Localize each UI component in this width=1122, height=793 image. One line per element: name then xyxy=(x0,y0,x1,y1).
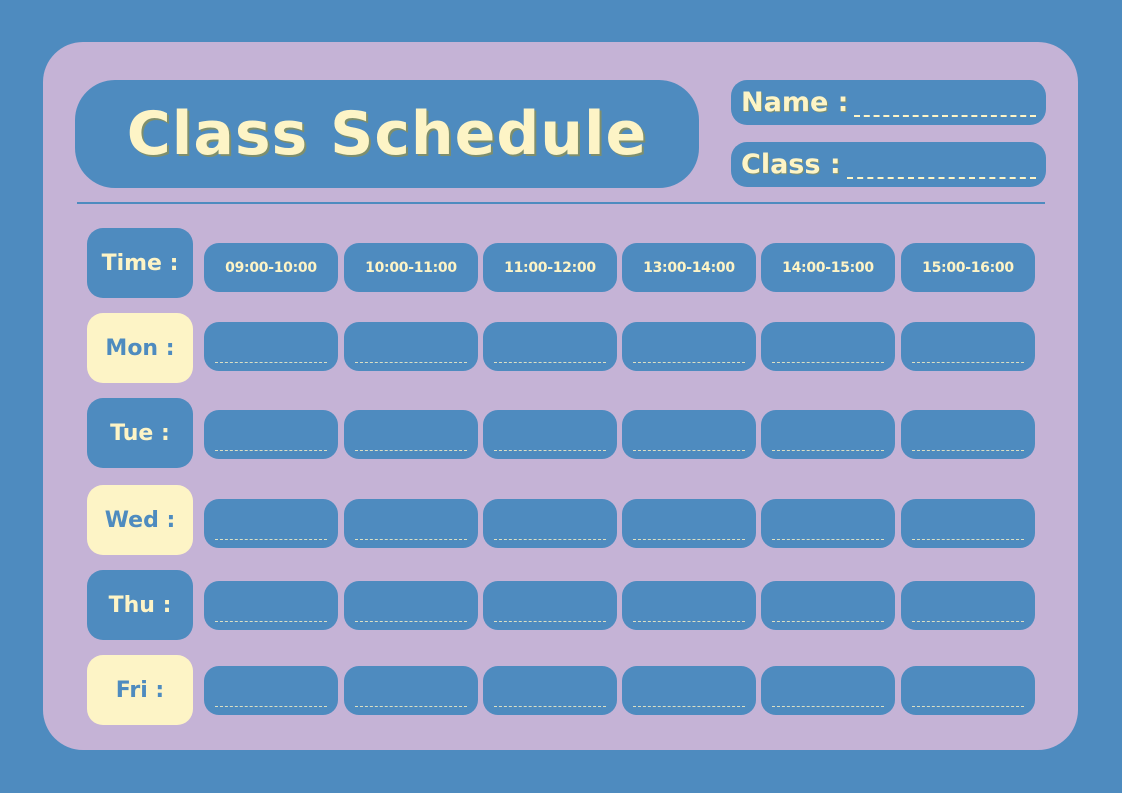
schedule-cell[interactable] xyxy=(622,322,756,371)
schedule-cell[interactable] xyxy=(901,322,1035,371)
cell-write-line xyxy=(215,450,327,451)
schedule-cell[interactable] xyxy=(901,581,1035,630)
cell-write-line xyxy=(355,706,467,707)
cell-write-line xyxy=(215,539,327,540)
cell-write-line xyxy=(215,362,327,363)
schedule-cell[interactable] xyxy=(901,410,1035,459)
cell-write-line xyxy=(912,362,1024,363)
cell-write-line xyxy=(633,621,745,622)
schedule-cell[interactable] xyxy=(761,499,895,548)
cell-write-line xyxy=(494,539,606,540)
cell-write-line xyxy=(912,621,1024,622)
cell-write-line xyxy=(633,362,745,363)
schedule-cell[interactable] xyxy=(622,581,756,630)
cell-write-line xyxy=(355,450,467,451)
day-label: Wed : xyxy=(87,485,193,555)
time-slot: 09:00-10:00 xyxy=(204,243,338,292)
time-slot: 11:00-12:00 xyxy=(483,243,617,292)
class-field[interactable]: Class : xyxy=(731,142,1046,187)
cell-write-line xyxy=(772,362,884,363)
time-header: Time : xyxy=(87,228,193,298)
class-input-line[interactable] xyxy=(846,177,1036,179)
schedule-cell[interactable] xyxy=(204,499,338,548)
cell-write-line xyxy=(494,362,606,363)
schedule-cell[interactable] xyxy=(344,666,478,715)
cell-write-line xyxy=(633,539,745,540)
cell-write-line xyxy=(912,450,1024,451)
schedule-cell[interactable] xyxy=(483,666,617,715)
page-title: Class Schedule xyxy=(126,99,648,169)
schedule-cell[interactable] xyxy=(761,666,895,715)
schedule-cell[interactable] xyxy=(901,499,1035,548)
cell-write-line xyxy=(494,706,606,707)
schedule-cell[interactable] xyxy=(483,322,617,371)
cell-write-line xyxy=(772,621,884,622)
cell-write-line xyxy=(355,539,467,540)
schedule-cell[interactable] xyxy=(761,410,895,459)
cell-write-line xyxy=(494,621,606,622)
schedule-cell[interactable] xyxy=(204,410,338,459)
name-field[interactable]: Name : xyxy=(731,80,1046,125)
schedule-cell[interactable] xyxy=(204,666,338,715)
schedule-cell[interactable] xyxy=(761,581,895,630)
schedule-cell[interactable] xyxy=(483,410,617,459)
schedule-cell[interactable] xyxy=(622,666,756,715)
schedule-cell[interactable] xyxy=(622,410,756,459)
day-label: Tue : xyxy=(87,398,193,468)
title-banner: Class Schedule xyxy=(75,80,699,188)
time-slot: 10:00-11:00 xyxy=(344,243,478,292)
time-slot: 13:00-14:00 xyxy=(622,243,756,292)
schedule-cell[interactable] xyxy=(344,410,478,459)
schedule-cell[interactable] xyxy=(761,322,895,371)
schedule-cell[interactable] xyxy=(344,499,478,548)
name-label: Name : xyxy=(741,87,849,118)
time-slot: 14:00-15:00 xyxy=(761,243,895,292)
schedule-cell[interactable] xyxy=(622,499,756,548)
class-label: Class : xyxy=(741,149,841,180)
day-label: Mon : xyxy=(87,313,193,383)
day-label: Thu : xyxy=(87,570,193,640)
time-slot: 15:00-16:00 xyxy=(901,243,1035,292)
cell-write-line xyxy=(633,706,745,707)
cell-write-line xyxy=(215,706,327,707)
cell-write-line xyxy=(215,621,327,622)
schedule-cell[interactable] xyxy=(344,581,478,630)
cell-write-line xyxy=(912,539,1024,540)
divider xyxy=(77,202,1045,204)
schedule-cell[interactable] xyxy=(204,322,338,371)
cell-write-line xyxy=(494,450,606,451)
schedule-cell[interactable] xyxy=(344,322,478,371)
cell-write-line xyxy=(772,539,884,540)
cell-write-line xyxy=(772,706,884,707)
cell-write-line xyxy=(772,450,884,451)
schedule-cell[interactable] xyxy=(483,581,617,630)
cell-write-line xyxy=(633,450,745,451)
schedule-cell[interactable] xyxy=(483,499,617,548)
name-input-line[interactable] xyxy=(854,115,1036,117)
day-label: Fri : xyxy=(87,655,193,725)
cell-write-line xyxy=(355,362,467,363)
cell-write-line xyxy=(355,621,467,622)
schedule-cell[interactable] xyxy=(901,666,1035,715)
cell-write-line xyxy=(912,706,1024,707)
schedule-cell[interactable] xyxy=(204,581,338,630)
